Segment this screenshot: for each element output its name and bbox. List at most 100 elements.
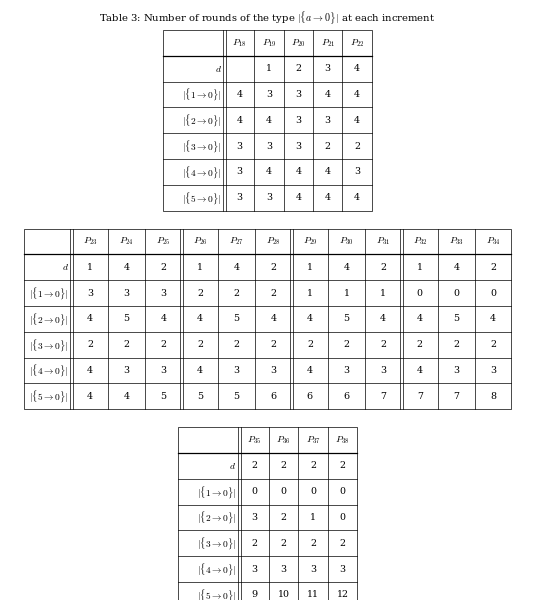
Text: 0: 0 xyxy=(339,513,346,522)
Text: 4: 4 xyxy=(417,366,423,375)
Text: 3: 3 xyxy=(160,289,166,298)
Text: $P_{31}$: $P_{31}$ xyxy=(376,236,390,247)
Text: 3: 3 xyxy=(266,193,272,202)
Text: 2: 2 xyxy=(339,539,346,548)
Text: 4: 4 xyxy=(87,392,93,401)
Text: $|\{1 \to 0\}|$: $|\{1 \to 0\}|$ xyxy=(197,484,236,500)
Text: 8: 8 xyxy=(490,392,496,401)
Text: 10: 10 xyxy=(278,590,289,599)
Text: $P_{21}$: $P_{21}$ xyxy=(320,37,335,49)
Bar xyxy=(178,427,357,600)
Text: 4: 4 xyxy=(236,116,242,125)
Text: 1: 1 xyxy=(266,64,272,73)
Text: 2: 2 xyxy=(270,340,276,349)
Text: 2: 2 xyxy=(280,539,287,548)
Text: 1: 1 xyxy=(197,263,203,272)
Text: 3: 3 xyxy=(295,142,301,151)
Text: 2: 2 xyxy=(343,340,349,349)
Text: 2: 2 xyxy=(490,340,496,349)
Text: $|\{5 \to 0\}|$: $|\{5 \to 0\}|$ xyxy=(197,587,236,600)
Text: 4: 4 xyxy=(87,366,93,375)
Text: 4: 4 xyxy=(197,314,203,323)
Text: 2: 2 xyxy=(87,340,93,349)
Text: 0: 0 xyxy=(490,289,496,298)
Text: $P_{29}$: $P_{29}$ xyxy=(303,236,317,247)
Text: 4: 4 xyxy=(295,167,301,176)
Text: Table 3: Number of rounds of the type $|\{a \to 0\}|$ at each increment: Table 3: Number of rounds of the type $|… xyxy=(100,9,435,26)
Text: 4: 4 xyxy=(197,366,203,375)
Text: 0: 0 xyxy=(339,487,346,496)
Text: 2: 2 xyxy=(270,289,276,298)
Text: 0: 0 xyxy=(280,487,287,496)
Text: 4: 4 xyxy=(325,167,331,176)
Text: 7: 7 xyxy=(454,392,460,401)
Text: 4: 4 xyxy=(234,263,240,272)
Text: 5: 5 xyxy=(197,392,203,401)
Text: $P_{33}$: $P_{33}$ xyxy=(449,236,464,247)
Text: 5: 5 xyxy=(234,392,240,401)
Text: 4: 4 xyxy=(124,392,129,401)
Text: $P_{36}$: $P_{36}$ xyxy=(277,434,291,446)
Text: 3: 3 xyxy=(295,90,301,99)
Text: $|\{2 \to 0\}|$: $|\{2 \to 0\}|$ xyxy=(197,509,236,526)
Text: 6: 6 xyxy=(343,392,349,401)
Bar xyxy=(24,229,511,409)
Text: 2: 2 xyxy=(251,461,257,470)
Text: 3: 3 xyxy=(325,64,331,73)
Text: $|\{4 \to 0\}|$: $|\{4 \to 0\}|$ xyxy=(182,164,221,180)
Text: $P_{26}$: $P_{26}$ xyxy=(193,236,207,247)
Text: 3: 3 xyxy=(266,90,272,99)
Text: $P_{22}$: $P_{22}$ xyxy=(350,37,364,49)
Text: 1: 1 xyxy=(343,289,349,298)
Text: 3: 3 xyxy=(295,116,301,125)
Text: $|\{2 \to 0\}|$: $|\{2 \to 0\}|$ xyxy=(29,311,68,327)
Text: 2: 2 xyxy=(234,289,240,298)
Text: 4: 4 xyxy=(270,314,276,323)
Text: 2: 2 xyxy=(280,461,287,470)
Text: 2: 2 xyxy=(310,461,316,470)
Text: $|\{2 \to 0\}|$: $|\{2 \to 0\}|$ xyxy=(182,112,221,128)
Text: 5: 5 xyxy=(160,392,166,401)
Text: 0: 0 xyxy=(417,289,423,298)
Text: 2: 2 xyxy=(417,340,423,349)
Text: 2: 2 xyxy=(325,142,331,151)
Text: $P_{19}$: $P_{19}$ xyxy=(262,37,276,49)
Text: 2: 2 xyxy=(354,142,360,151)
Text: 1: 1 xyxy=(87,263,93,272)
Text: 4: 4 xyxy=(160,314,166,323)
Text: 3: 3 xyxy=(124,366,129,375)
Text: 3: 3 xyxy=(87,289,93,298)
Text: $d$: $d$ xyxy=(62,262,68,272)
Text: 4: 4 xyxy=(266,167,272,176)
Text: $P_{25}$: $P_{25}$ xyxy=(156,236,171,247)
Text: $|\{1 \to 0\}|$: $|\{1 \to 0\}|$ xyxy=(29,285,68,301)
Text: 4: 4 xyxy=(124,263,129,272)
Text: 4: 4 xyxy=(354,64,360,73)
Text: 4: 4 xyxy=(325,193,331,202)
Text: 3: 3 xyxy=(236,193,242,202)
Text: 1: 1 xyxy=(310,513,316,522)
Text: 3: 3 xyxy=(343,366,349,375)
Text: 3: 3 xyxy=(251,513,257,522)
Text: $P_{30}$: $P_{30}$ xyxy=(339,236,354,247)
Text: 4: 4 xyxy=(266,116,272,125)
Text: 11: 11 xyxy=(307,590,319,599)
Text: 7: 7 xyxy=(417,392,423,401)
Text: 9: 9 xyxy=(251,590,257,599)
Text: $|\{4 \to 0\}|$: $|\{4 \to 0\}|$ xyxy=(197,561,236,577)
Text: 3: 3 xyxy=(354,167,360,176)
Text: 2: 2 xyxy=(380,340,386,349)
Text: $P_{37}$: $P_{37}$ xyxy=(305,434,320,446)
Text: 2: 2 xyxy=(490,263,496,272)
Text: $P_{23}$: $P_{23}$ xyxy=(83,236,97,247)
Text: 12: 12 xyxy=(337,590,348,599)
Text: 4: 4 xyxy=(354,90,360,99)
Text: 3: 3 xyxy=(266,142,272,151)
Text: 5: 5 xyxy=(343,314,349,323)
Text: 4: 4 xyxy=(325,90,331,99)
Text: $P_{38}$: $P_{38}$ xyxy=(335,434,349,446)
Text: 0: 0 xyxy=(310,487,316,496)
Text: 1: 1 xyxy=(307,289,313,298)
Text: 0: 0 xyxy=(454,289,460,298)
Text: 2: 2 xyxy=(197,289,203,298)
